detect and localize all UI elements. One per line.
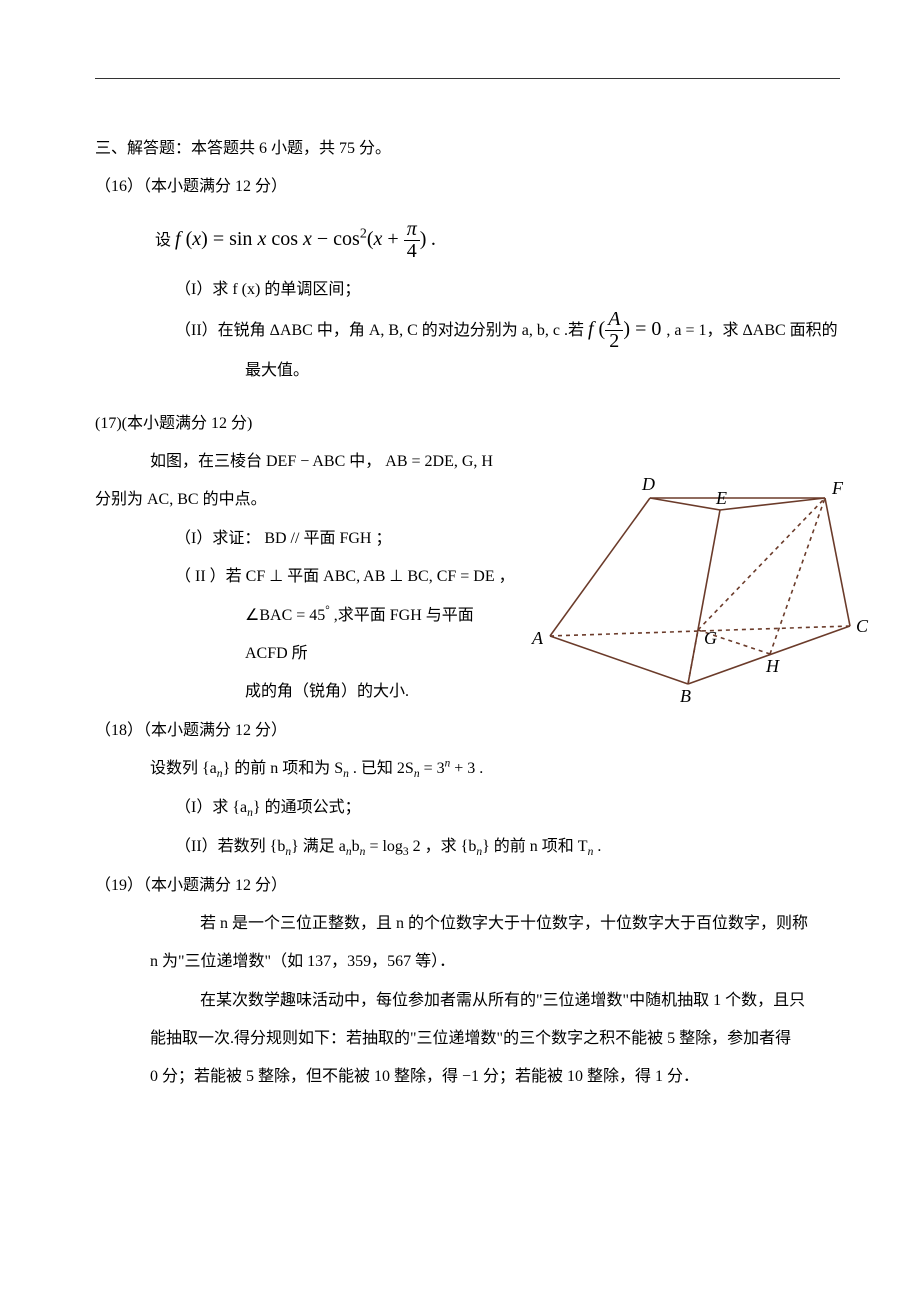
p17-sub-ii-2-pre: ∠BAC = 45 <box>245 607 325 624</box>
p19-label: （19）（本小题满分 12 分） <box>95 867 840 905</box>
p18-sub-ii: （II）若数列 {bn} 满足 anbn = log3 2 ，求 {bn} 的前… <box>175 828 840 867</box>
p17-sub-ii-3: 成的角（锐角）的大小. <box>245 673 515 711</box>
p18-intro-post: . 已知 2S <box>349 760 414 777</box>
spacer <box>95 391 840 405</box>
p16-i-text: （I）求 f (x) 的单调区间； <box>175 281 360 298</box>
p17-intro-2: 分别为 AC, BC 的中点。 <box>95 481 515 519</box>
p16-ii-post1: , a = 1，求 ΔABC 面积的 <box>666 322 837 339</box>
p19-para1: 若 n 是一个三位正整数，且 n 的个位数字大于十位数字，十位数字大于百位数字，… <box>200 905 840 943</box>
p19-para4: 0 分；若能被 5 整除，但不能被 10 整除，得 −1 分；若能被 10 整除… <box>150 1058 840 1096</box>
p16-ii-pre: （II）在锐角 ΔABC 中，角 A, B, C 的对边分别为 a, b, c … <box>175 322 588 339</box>
p18-ii-b: b <box>352 838 360 855</box>
p19-para2: 在某次数学趣味活动中，每位参加者需从所有的"三位递增数"中随机抽取 1 个数，且… <box>200 982 840 1020</box>
page: 三、解答题：本答题共 6 小题，共 75 分。 （16）（本小题满分 12 分）… <box>0 0 920 1302</box>
header-rule <box>95 78 840 79</box>
p18-ii-arg: 2 ，求 {b <box>409 838 477 855</box>
fig-label-E: E <box>715 488 727 508</box>
p18-intro-tail: + 3 . <box>450 760 483 777</box>
p17-label: (17)(本小题满分 12 分) <box>95 405 840 443</box>
p18-ii-end: . <box>593 838 601 855</box>
p18-label: （18）（本小题满分 12 分） <box>95 712 840 750</box>
p19-para1b: n 为"三位递增数"（如 137，359，567 等）． <box>150 943 840 981</box>
p17-sub-ii-2: ∠BAC = 45° ,求平面 FGH 与平面 ACFD 所 <box>245 597 515 674</box>
p16-label: （16）（本小题满分 12 分） <box>95 168 840 206</box>
p18-i-post: } 的通项公式； <box>253 799 361 816</box>
p17-intro-1: 如图，在三棱台 DEF − ABC 中， AB = 2DE, G, H <box>150 443 515 481</box>
fig-label-C: C <box>856 616 869 636</box>
p16-eq-prefix: 设 <box>155 232 175 249</box>
p18-i-pre: （I）求 {a <box>175 799 247 816</box>
p16-subpart-i: （I）求 f (x) 的单调区间； <box>175 271 840 309</box>
fig-label-D: D <box>641 474 655 494</box>
p17-figure: D E F A B C G H <box>520 468 880 708</box>
p16-ii-cont: 最大值。 <box>245 352 840 390</box>
p18-intro: 设数列 {an} 的前 n 项和为 Sn . 已知 2Sn = 3n + 3 . <box>150 750 840 789</box>
p16-eq-math: f (x) = sin x cos x − cos2(x + π4) . <box>175 228 436 250</box>
p19-para3: 能抽取一次.得分规则如下：若抽取的"三位递增数"的三个数字之积不能被 5 整除，… <box>150 1020 840 1058</box>
p17-sub-i: （I）求证： BD // 平面 FGH ； <box>175 520 515 558</box>
fig-label-F: F <box>831 478 844 498</box>
p18-ii-pre: （II）若数列 {b <box>175 838 285 855</box>
p18-ii-eq: = log <box>365 838 402 855</box>
p16-subpart-ii: （II）在锐角 ΔABC 中，角 A, B, C 的对边分别为 a, b, c … <box>175 309 840 352</box>
p18-intro-mid: } 的前 n 项和为 S <box>223 760 344 777</box>
fig-label-B: B <box>680 686 691 706</box>
p18-ii-post: } 的前 n 项和 T <box>482 838 587 855</box>
p16-ii-frac: f (A2) = 0 <box>588 318 666 340</box>
p18-intro-pre: 设数列 {a <box>150 760 217 777</box>
p18-ii-mid: } 满足 a <box>291 838 346 855</box>
p18-sub-i: （I）求 {an} 的通项公式； <box>175 789 840 828</box>
p16-equation: 设 f (x) = sin x cos x − cos2(x + π4) . <box>155 215 840 263</box>
p18-intro-rhs: = 3 <box>420 760 445 777</box>
fig-label-H: H <box>765 656 780 676</box>
fig-label-G: G <box>704 628 717 648</box>
fig-label-A: A <box>531 628 544 648</box>
section-title: 三、解答题：本答题共 6 小题，共 75 分。 <box>95 130 840 168</box>
p17-sub-ii-1: （ II ）若 CF ⊥ 平面 ABC, AB ⊥ BC, CF = DE ， <box>175 558 515 596</box>
p17-body: 如图，在三棱台 DEF − ABC 中， AB = 2DE, G, H 分别为 … <box>95 443 515 712</box>
